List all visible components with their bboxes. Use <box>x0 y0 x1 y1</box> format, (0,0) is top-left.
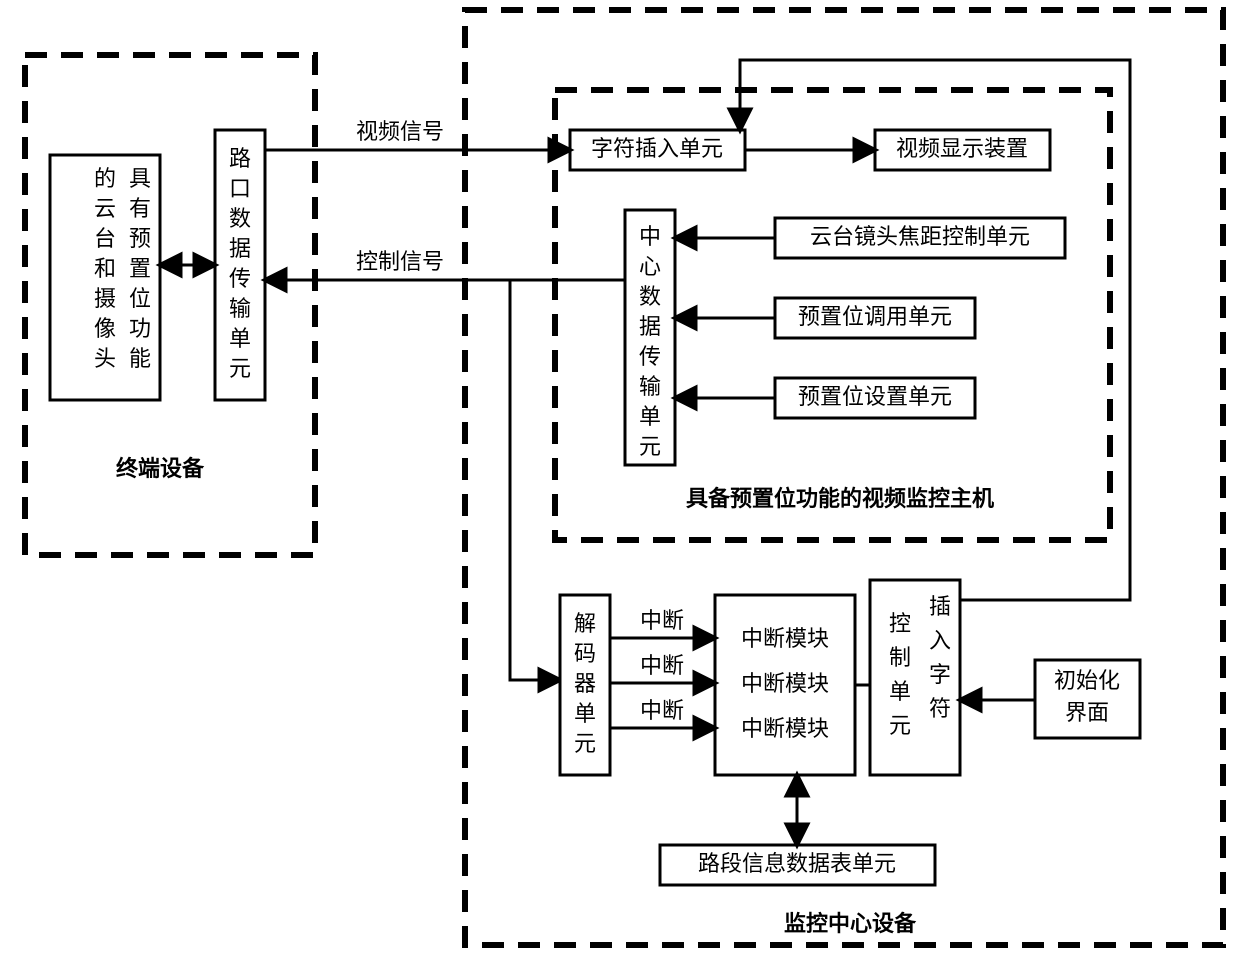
iu-4: 据 <box>229 236 251 261</box>
video-display-text: 视频显示装置 <box>896 136 1028 161</box>
dec-5: 元 <box>574 731 596 756</box>
camera-c1-6: 功 <box>129 316 151 341</box>
cdu-3: 数 <box>639 284 661 309</box>
camera-c1-4: 置 <box>129 256 151 281</box>
camera-c2-6: 像 <box>94 316 116 341</box>
int-label-2: 中断 <box>640 653 684 678</box>
camera-c1-7: 能 <box>129 346 151 371</box>
cdu-7: 单 <box>639 404 661 429</box>
camera-c1-2: 有 <box>129 196 151 221</box>
dec-4: 单 <box>574 701 596 726</box>
camera-c2-4: 和 <box>94 256 116 281</box>
diagram-canvas: 具 有 预 置 位 功 能 的 云 台 和 摄 像 头 路 口 数 据 传 输 … <box>0 0 1240 965</box>
focal-unit-text: 云台镜头焦距控制单元 <box>810 224 1030 249</box>
iu-1: 路 <box>229 146 251 171</box>
intmod-1: 中断模块 <box>741 626 829 651</box>
dec-1: 解 <box>574 611 596 636</box>
init-ui-l2: 界面 <box>1065 700 1109 725</box>
icc-a1: 插 <box>929 594 951 619</box>
camera-c2-1: 的 <box>94 166 116 191</box>
iu-7: 单 <box>229 326 251 351</box>
cdu-8: 元 <box>639 434 661 459</box>
dec-2: 码 <box>574 641 596 666</box>
dec-3: 器 <box>574 671 596 696</box>
road-info-text: 路段信息数据表单元 <box>698 851 896 876</box>
intmod-3: 中断模块 <box>741 716 829 741</box>
init-ui-l1: 初始化 <box>1054 668 1120 693</box>
cdu-2: 心 <box>639 254 661 279</box>
terminal-label: 终端设备 <box>116 456 205 481</box>
char-insert-text: 字符插入单元 <box>591 136 723 161</box>
iu-3: 数 <box>229 206 251 231</box>
icc-b3: 单 <box>889 679 911 704</box>
video-signal-label: 视频信号 <box>356 119 444 144</box>
int-label-3: 中断 <box>640 698 684 723</box>
intmod-2: 中断模块 <box>741 671 829 696</box>
host-label: 具备预置位功能的视频监控主机 <box>686 486 994 511</box>
cdu-5: 传 <box>639 344 661 369</box>
center-label: 监控中心设备 <box>784 911 917 936</box>
cdu-4: 据 <box>639 314 661 339</box>
preset-call-text: 预置位调用单元 <box>798 304 952 329</box>
icc-b1: 控 <box>889 611 911 636</box>
iu-6: 输 <box>229 296 251 321</box>
camera-c1-5: 位 <box>129 286 151 311</box>
cdu-1: 中 <box>639 224 661 249</box>
camera-c1-1: 具 <box>129 166 151 191</box>
icc-a4: 符 <box>929 696 951 721</box>
preset-set-text: 预置位设置单元 <box>798 384 952 409</box>
camera-c1-3: 预 <box>129 226 151 251</box>
icc-b4: 元 <box>889 713 911 738</box>
icc-a2: 入 <box>929 628 951 653</box>
icc-a3: 字 <box>929 662 951 687</box>
iu-8: 元 <box>229 356 251 381</box>
camera-c2-2: 云 <box>94 196 116 221</box>
cdu-6: 输 <box>639 374 661 399</box>
icc-b2: 制 <box>889 645 911 670</box>
iu-2: 口 <box>229 176 251 201</box>
camera-c2-5: 摄 <box>94 286 116 311</box>
iu-5: 传 <box>229 266 251 291</box>
camera-c2-7: 头 <box>94 346 116 371</box>
control-signal-label: 控制信号 <box>356 249 444 274</box>
int-label-1: 中断 <box>640 608 684 633</box>
camera-c2-3: 台 <box>94 226 116 251</box>
